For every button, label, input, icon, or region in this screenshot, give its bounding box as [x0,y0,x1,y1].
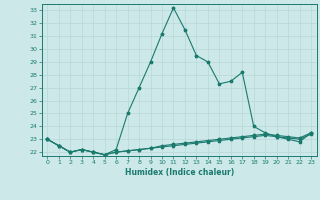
X-axis label: Humidex (Indice chaleur): Humidex (Indice chaleur) [124,168,234,177]
